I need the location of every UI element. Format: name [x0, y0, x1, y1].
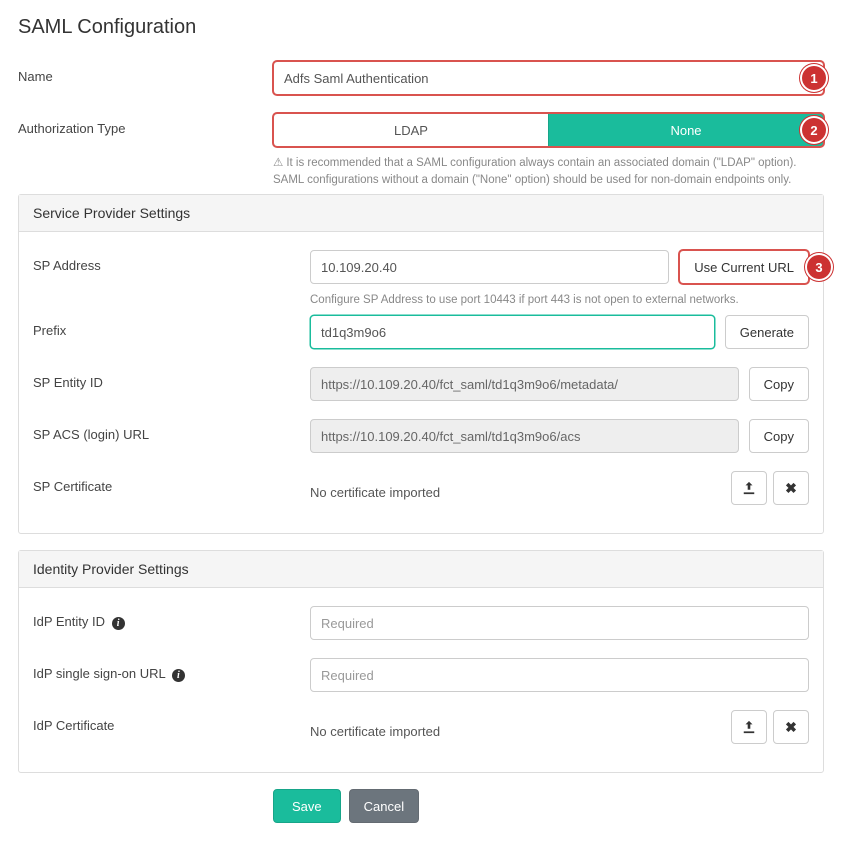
name-input[interactable] [273, 61, 824, 95]
generate-button[interactable]: Generate [725, 315, 809, 349]
auth-type-label: Authorization Type [18, 113, 273, 136]
sp-entity-row: SP Entity ID Copy [33, 367, 809, 401]
idp-cert-upload-button[interactable] [731, 710, 767, 744]
warning-icon: ⚠ [273, 157, 283, 169]
sp-cert-upload-button[interactable] [731, 471, 767, 505]
sp-cert-label: SP Certificate [33, 471, 310, 494]
upload-icon [742, 481, 756, 495]
idp-panel-header: Identity Provider Settings [19, 551, 823, 588]
idp-panel: Identity Provider Settings IdP Entity ID… [18, 550, 824, 773]
sp-prefix-row: Prefix Generate [33, 315, 809, 349]
upload-icon [742, 720, 756, 734]
callout-3: 3 [807, 255, 831, 279]
page-title: SAML Configuration [18, 16, 824, 39]
info-icon: i [112, 617, 125, 630]
sp-acs-input[interactable] [310, 419, 739, 453]
sp-address-row: SP Address Use Current URL Configure SP … [33, 250, 809, 309]
idp-entity-label: IdP Entity ID i [33, 606, 310, 630]
sp-panel: Service Provider Settings SP Address Use… [18, 194, 824, 534]
idp-cert-row: IdP Certificate No certificate imported … [33, 710, 809, 744]
cancel-button[interactable]: Cancel [349, 789, 419, 823]
callout-1: 1 [802, 66, 826, 90]
footer-actions: Save Cancel [273, 789, 824, 823]
sp-address-help: Configure SP Address to use port 10443 i… [310, 292, 809, 309]
close-icon: ✖ [785, 719, 797, 736]
sp-address-input[interactable] [310, 250, 669, 284]
info-icon: i [172, 669, 185, 682]
sp-address-label: SP Address [33, 250, 310, 273]
sp-acs-label: SP ACS (login) URL [33, 419, 310, 442]
auth-type-toggle: LDAP None [273, 113, 824, 147]
sp-prefix-label: Prefix [33, 315, 310, 338]
sp-cert-status: No certificate imported [310, 477, 721, 500]
name-row: Name 1 [18, 61, 824, 95]
idp-sso-row: IdP single sign-on URL i [33, 658, 809, 692]
sp-prefix-input[interactable] [310, 315, 715, 349]
auth-type-help: ⚠It is recommended that a SAML configura… [273, 155, 824, 188]
idp-cert-label: IdP Certificate [33, 710, 310, 733]
auth-type-none[interactable]: None [548, 113, 824, 147]
auth-type-row: Authorization Type LDAP None ⚠It is reco… [18, 113, 824, 188]
sp-entity-copy-button[interactable]: Copy [749, 367, 809, 401]
sp-entity-input[interactable] [310, 367, 739, 401]
callout-2: 2 [802, 118, 826, 142]
use-current-url-button[interactable]: Use Current URL [679, 250, 809, 284]
sp-acs-copy-button[interactable]: Copy [749, 419, 809, 453]
sp-cert-remove-button[interactable]: ✖ [773, 471, 809, 505]
idp-entity-row: IdP Entity ID i [33, 606, 809, 640]
idp-cert-remove-button[interactable]: ✖ [773, 710, 809, 744]
sp-entity-label: SP Entity ID [33, 367, 310, 390]
sp-panel-header: Service Provider Settings [19, 195, 823, 232]
idp-sso-input[interactable] [310, 658, 809, 692]
auth-type-ldap[interactable]: LDAP [273, 113, 548, 147]
close-icon: ✖ [785, 480, 797, 497]
idp-cert-status: No certificate imported [310, 716, 721, 739]
sp-cert-row: SP Certificate No certificate imported ✖ [33, 471, 809, 505]
save-button[interactable]: Save [273, 789, 341, 823]
idp-sso-label: IdP single sign-on URL i [33, 658, 310, 682]
sp-acs-row: SP ACS (login) URL Copy [33, 419, 809, 453]
idp-entity-input[interactable] [310, 606, 809, 640]
name-label: Name [18, 61, 273, 84]
